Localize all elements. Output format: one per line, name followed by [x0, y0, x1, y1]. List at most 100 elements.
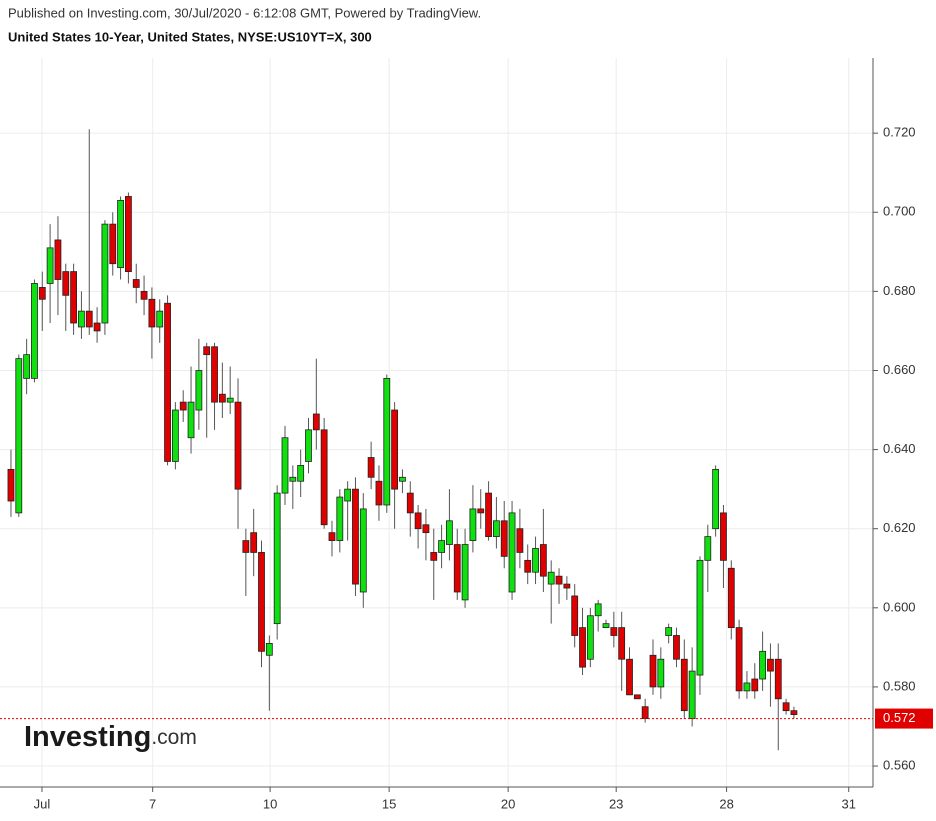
candle-body — [187, 401, 195, 439]
candle-body — [485, 492, 492, 538]
watermark-brand: Investing — [24, 721, 151, 753]
candle-body — [289, 476, 297, 482]
candle-body — [649, 654, 657, 688]
watermark-suffix: .com — [151, 726, 197, 749]
candle-body — [211, 346, 218, 403]
x-tick-label: 10 — [263, 796, 277, 811]
candle-body — [383, 377, 391, 506]
candle-body — [85, 310, 93, 328]
x-tick-label: 23 — [609, 796, 623, 811]
candle-body — [391, 409, 399, 490]
candle-body — [281, 437, 289, 494]
candle-body — [46, 247, 54, 284]
candle-body — [641, 706, 649, 719]
candle-body — [258, 552, 265, 652]
candle-body — [618, 627, 626, 660]
candle-body — [704, 536, 712, 561]
candle-body — [62, 271, 70, 296]
candle-body — [586, 615, 594, 660]
candle-body — [633, 694, 641, 700]
candle-body — [109, 223, 117, 265]
candle-body — [422, 524, 430, 534]
candle-body — [453, 544, 461, 593]
candle-body — [31, 283, 38, 379]
candle-body — [242, 540, 250, 553]
candle-body — [759, 650, 767, 680]
y-tick-label: 0.720 — [883, 125, 916, 140]
candle-body — [602, 623, 610, 628]
candle-body — [203, 346, 211, 356]
last-price-label: 0.572 — [883, 710, 916, 725]
candle-body — [117, 199, 124, 269]
candle-body — [15, 358, 23, 514]
y-tick-label: 0.620 — [883, 520, 916, 535]
candle-body — [500, 520, 508, 557]
axes: 0.560 0.580 0.600 0.620 0.640 0.660 0.680 0.700… — [0, 58, 933, 811]
candle-body — [171, 409, 179, 462]
y-tick-label: 0.560 — [883, 757, 916, 772]
candle-body — [524, 559, 532, 573]
candle-body — [673, 635, 680, 660]
candle-body — [461, 544, 469, 601]
candle-body — [70, 271, 77, 324]
candle-body — [38, 287, 46, 300]
candle-body — [579, 627, 586, 668]
candles — [7, 129, 798, 751]
candle-body — [54, 239, 62, 280]
candle-body — [688, 670, 696, 719]
candle-body — [195, 370, 203, 411]
y-tick-label: 0.600 — [883, 599, 916, 614]
candle-body — [265, 643, 273, 656]
candle-body — [320, 429, 328, 526]
candle-body — [305, 429, 312, 462]
candle-body — [164, 302, 171, 462]
candle-body — [735, 627, 743, 692]
candle-body — [344, 488, 352, 502]
candle-body — [446, 520, 453, 545]
candle-body — [555, 575, 563, 585]
candle-body — [430, 552, 438, 561]
candle-body — [665, 627, 673, 636]
y-tick-label: 0.640 — [883, 441, 916, 456]
candle-body — [179, 401, 187, 411]
candle-body — [767, 658, 774, 672]
candle-body — [125, 196, 132, 272]
candle-body — [359, 508, 367, 593]
candle-body — [218, 393, 226, 403]
candle-body — [508, 512, 516, 593]
x-tick-label: 31 — [841, 796, 855, 811]
candle-body — [93, 322, 101, 332]
candle-body — [132, 279, 140, 288]
candle-body — [751, 678, 759, 692]
candle-body — [712, 468, 720, 530]
y-tick-label: 0.700 — [883, 204, 916, 219]
candle-body — [250, 532, 258, 553]
chart-title: United States 10-Year, United States, NY… — [8, 29, 372, 44]
candle-body — [336, 496, 344, 541]
candle-body — [727, 567, 735, 628]
candle-body — [743, 682, 751, 692]
published-note: Published on Investing.com, 30/Jul/2020 … — [8, 5, 481, 20]
candle-body — [226, 397, 234, 403]
candle-body — [720, 512, 727, 561]
candle-body — [477, 508, 485, 514]
candle-body — [539, 544, 547, 577]
candle-body — [516, 528, 524, 553]
candle-body — [312, 413, 320, 431]
x-tick-label: 7 — [149, 796, 156, 811]
x-tick-label: 28 — [719, 796, 733, 811]
candle-body — [375, 480, 383, 506]
x-tick-label: Jul — [34, 796, 51, 811]
candle-body — [774, 658, 782, 700]
candle-body — [399, 476, 406, 482]
last-price-box — [875, 708, 933, 729]
candle-body — [782, 702, 790, 712]
candle-body — [610, 627, 618, 636]
candle-body — [273, 492, 281, 625]
candle-body — [328, 532, 336, 541]
candle-body — [297, 465, 305, 482]
x-tick-label: 15 — [382, 796, 396, 811]
candle-body — [571, 595, 579, 636]
